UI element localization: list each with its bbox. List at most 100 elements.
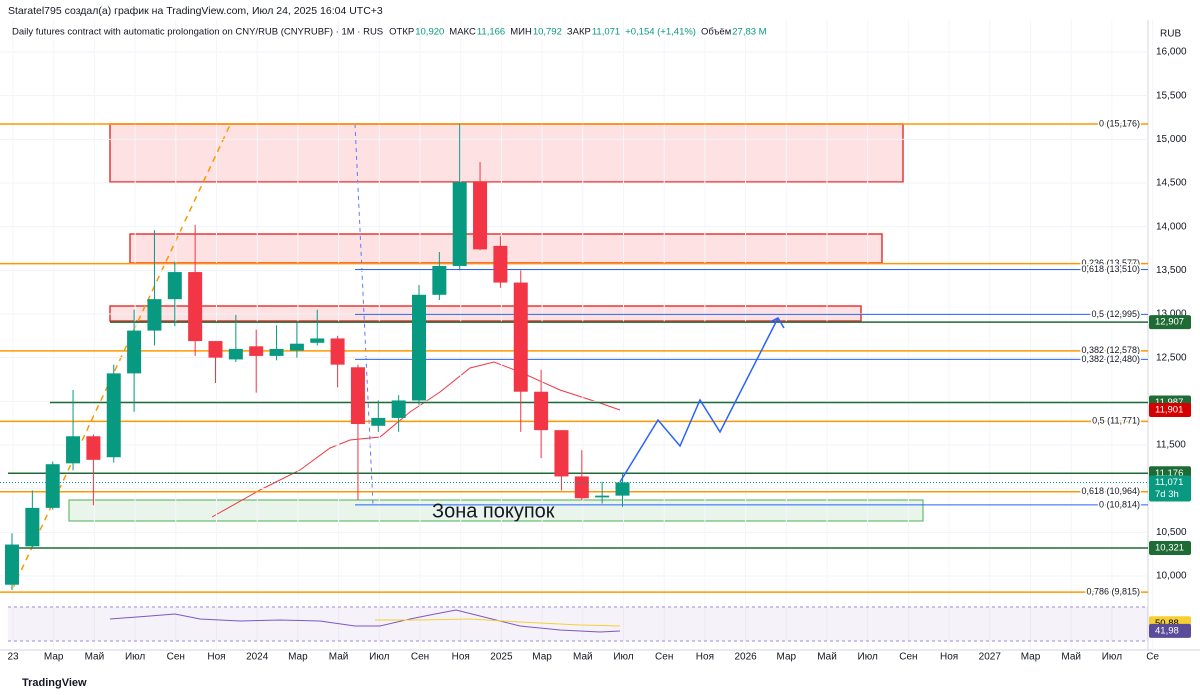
x-tick-label: Ноя [940, 652, 958, 663]
y-tick-label: 15,000 [1156, 134, 1187, 145]
legend-label: ОТКР [389, 27, 414, 38]
candle-body [493, 245, 508, 283]
axis-unit: RUB [1160, 29, 1181, 40]
price-axis: 10,00010,50011,00011,50012,00012,50013,0… [7, 47, 1191, 663]
legend-value: 27,83 M [732, 27, 766, 38]
candle-body [127, 330, 142, 374]
x-tick-label: Ноя [696, 652, 714, 663]
x-tick-label: Июл [369, 652, 389, 663]
candle-body [412, 294, 426, 401]
x-tick-label: Ноя [207, 652, 225, 663]
price-badge-label: 11,176 [1155, 468, 1183, 479]
candle-body [5, 544, 19, 585]
level-label: 0,382 (12,578) [1081, 345, 1140, 355]
x-tick-label: Июл [125, 652, 145, 663]
x-tick-label: Май [329, 652, 349, 663]
x-tick-label: Мар [777, 652, 797, 663]
x-tick-label: Май [573, 652, 593, 663]
x-tick-label: 2025 [490, 652, 513, 663]
rsi-signal [375, 618, 621, 627]
price-badge-label: 12,907 [1155, 317, 1184, 328]
level-label: 0,618 (13,510) [1081, 264, 1140, 274]
legend-value: 10,920 [415, 27, 444, 38]
x-tick-label: Июл [613, 652, 633, 663]
level-label: 0,382 (12,480) [1081, 354, 1140, 364]
rsi-line [109, 609, 621, 633]
level-label: 0,5 (11,771) [1092, 416, 1140, 426]
price-badge [1149, 315, 1191, 330]
countdown: 7d 3h [1155, 489, 1179, 500]
projection-arrow [769, 317, 785, 329]
price-badge-label: 11,901 [1155, 404, 1183, 415]
price-badge-label: 11,987 [1155, 397, 1183, 408]
rsi-badge-label: 41,98 [1155, 625, 1179, 636]
x-tick-label: Мар [1021, 652, 1041, 663]
legend-label: МИН [510, 27, 532, 38]
level-label: 0,5 (12,995) [1091, 309, 1140, 319]
level-label: 0,618 (10,964) [1081, 486, 1140, 496]
candle-body [371, 417, 386, 426]
legend-label: МАКС [449, 27, 476, 38]
rsi-badge [1149, 623, 1191, 638]
candle-body [330, 338, 345, 365]
candle-body [554, 430, 569, 477]
chart-title: Daily futures contract with automatic pr… [12, 27, 383, 38]
rsi-pane [8, 606, 1148, 642]
x-tick-label: Сен [655, 652, 673, 663]
rsi-badge-label: 50,88 [1155, 618, 1179, 629]
candle-body [86, 436, 101, 460]
y-tick-label: 13,500 [1156, 265, 1187, 276]
x-tick-label: 2027 [979, 652, 1002, 663]
x-tick-label: Мар [44, 652, 64, 663]
level-label: 0,786 (9,815) [1086, 587, 1140, 597]
y-tick-label: 16,000 [1156, 47, 1187, 58]
zone-label: Зона покупок [432, 500, 555, 522]
x-tick-label: Май [1061, 652, 1081, 663]
x-tick-label: 2024 [246, 652, 269, 663]
candle-body [289, 343, 304, 351]
price-badge [1149, 402, 1191, 417]
candle-body [574, 476, 589, 499]
rsi-band [8, 607, 1148, 641]
x-tick-label: Се [1146, 652, 1159, 663]
x-tick-label: Ноя [452, 652, 470, 663]
legend-value: +0,154 (+1,41%) [625, 27, 696, 38]
projection [619, 317, 785, 483]
candle-body [269, 348, 284, 356]
candle-body [147, 299, 162, 331]
candle-body [188, 272, 203, 342]
candle-body [391, 400, 406, 418]
candle-body [25, 507, 40, 547]
legend-label: Объём [701, 27, 731, 38]
x-tick-label: Сен [167, 652, 185, 663]
legend-value: 11,071 [592, 27, 620, 38]
level-label: 0,236 (13,577) [1081, 258, 1140, 268]
x-tick-label: Июл [858, 652, 878, 663]
candle-body [595, 495, 610, 498]
candle-body [249, 346, 264, 356]
x-tick-label: Мар [532, 652, 552, 663]
legend-label: ЗАКР [567, 27, 591, 38]
price-badge-label: 10,321 [1155, 542, 1184, 553]
candle-body [228, 348, 243, 360]
candle-body [432, 265, 447, 295]
candle-body [350, 367, 365, 425]
candle-body [452, 182, 467, 266]
legend-value: 11,166 [477, 27, 505, 38]
level-label: 0 (15,176) [1099, 118, 1140, 128]
level-label: 0 (10,814) [1099, 499, 1140, 509]
legend-value: 10,792 [533, 27, 562, 38]
price-badge-label: 11,071 [1155, 477, 1183, 488]
price-badge [1149, 540, 1191, 555]
y-tick-label: 11,500 [1156, 440, 1186, 451]
x-tick-label: Июл [1102, 652, 1122, 663]
plot: 0 (15,176)0,236 (13,577)0,382 (12,578)0,… [0, 117, 1148, 598]
candle-body [208, 341, 223, 358]
projection-path [619, 317, 779, 483]
candle-body [534, 391, 549, 431]
credit: Staratel795 создал(а) график на TradingV… [8, 5, 383, 17]
x-tick-label: 23 [7, 652, 19, 663]
x-tick-label: Май [817, 652, 837, 663]
